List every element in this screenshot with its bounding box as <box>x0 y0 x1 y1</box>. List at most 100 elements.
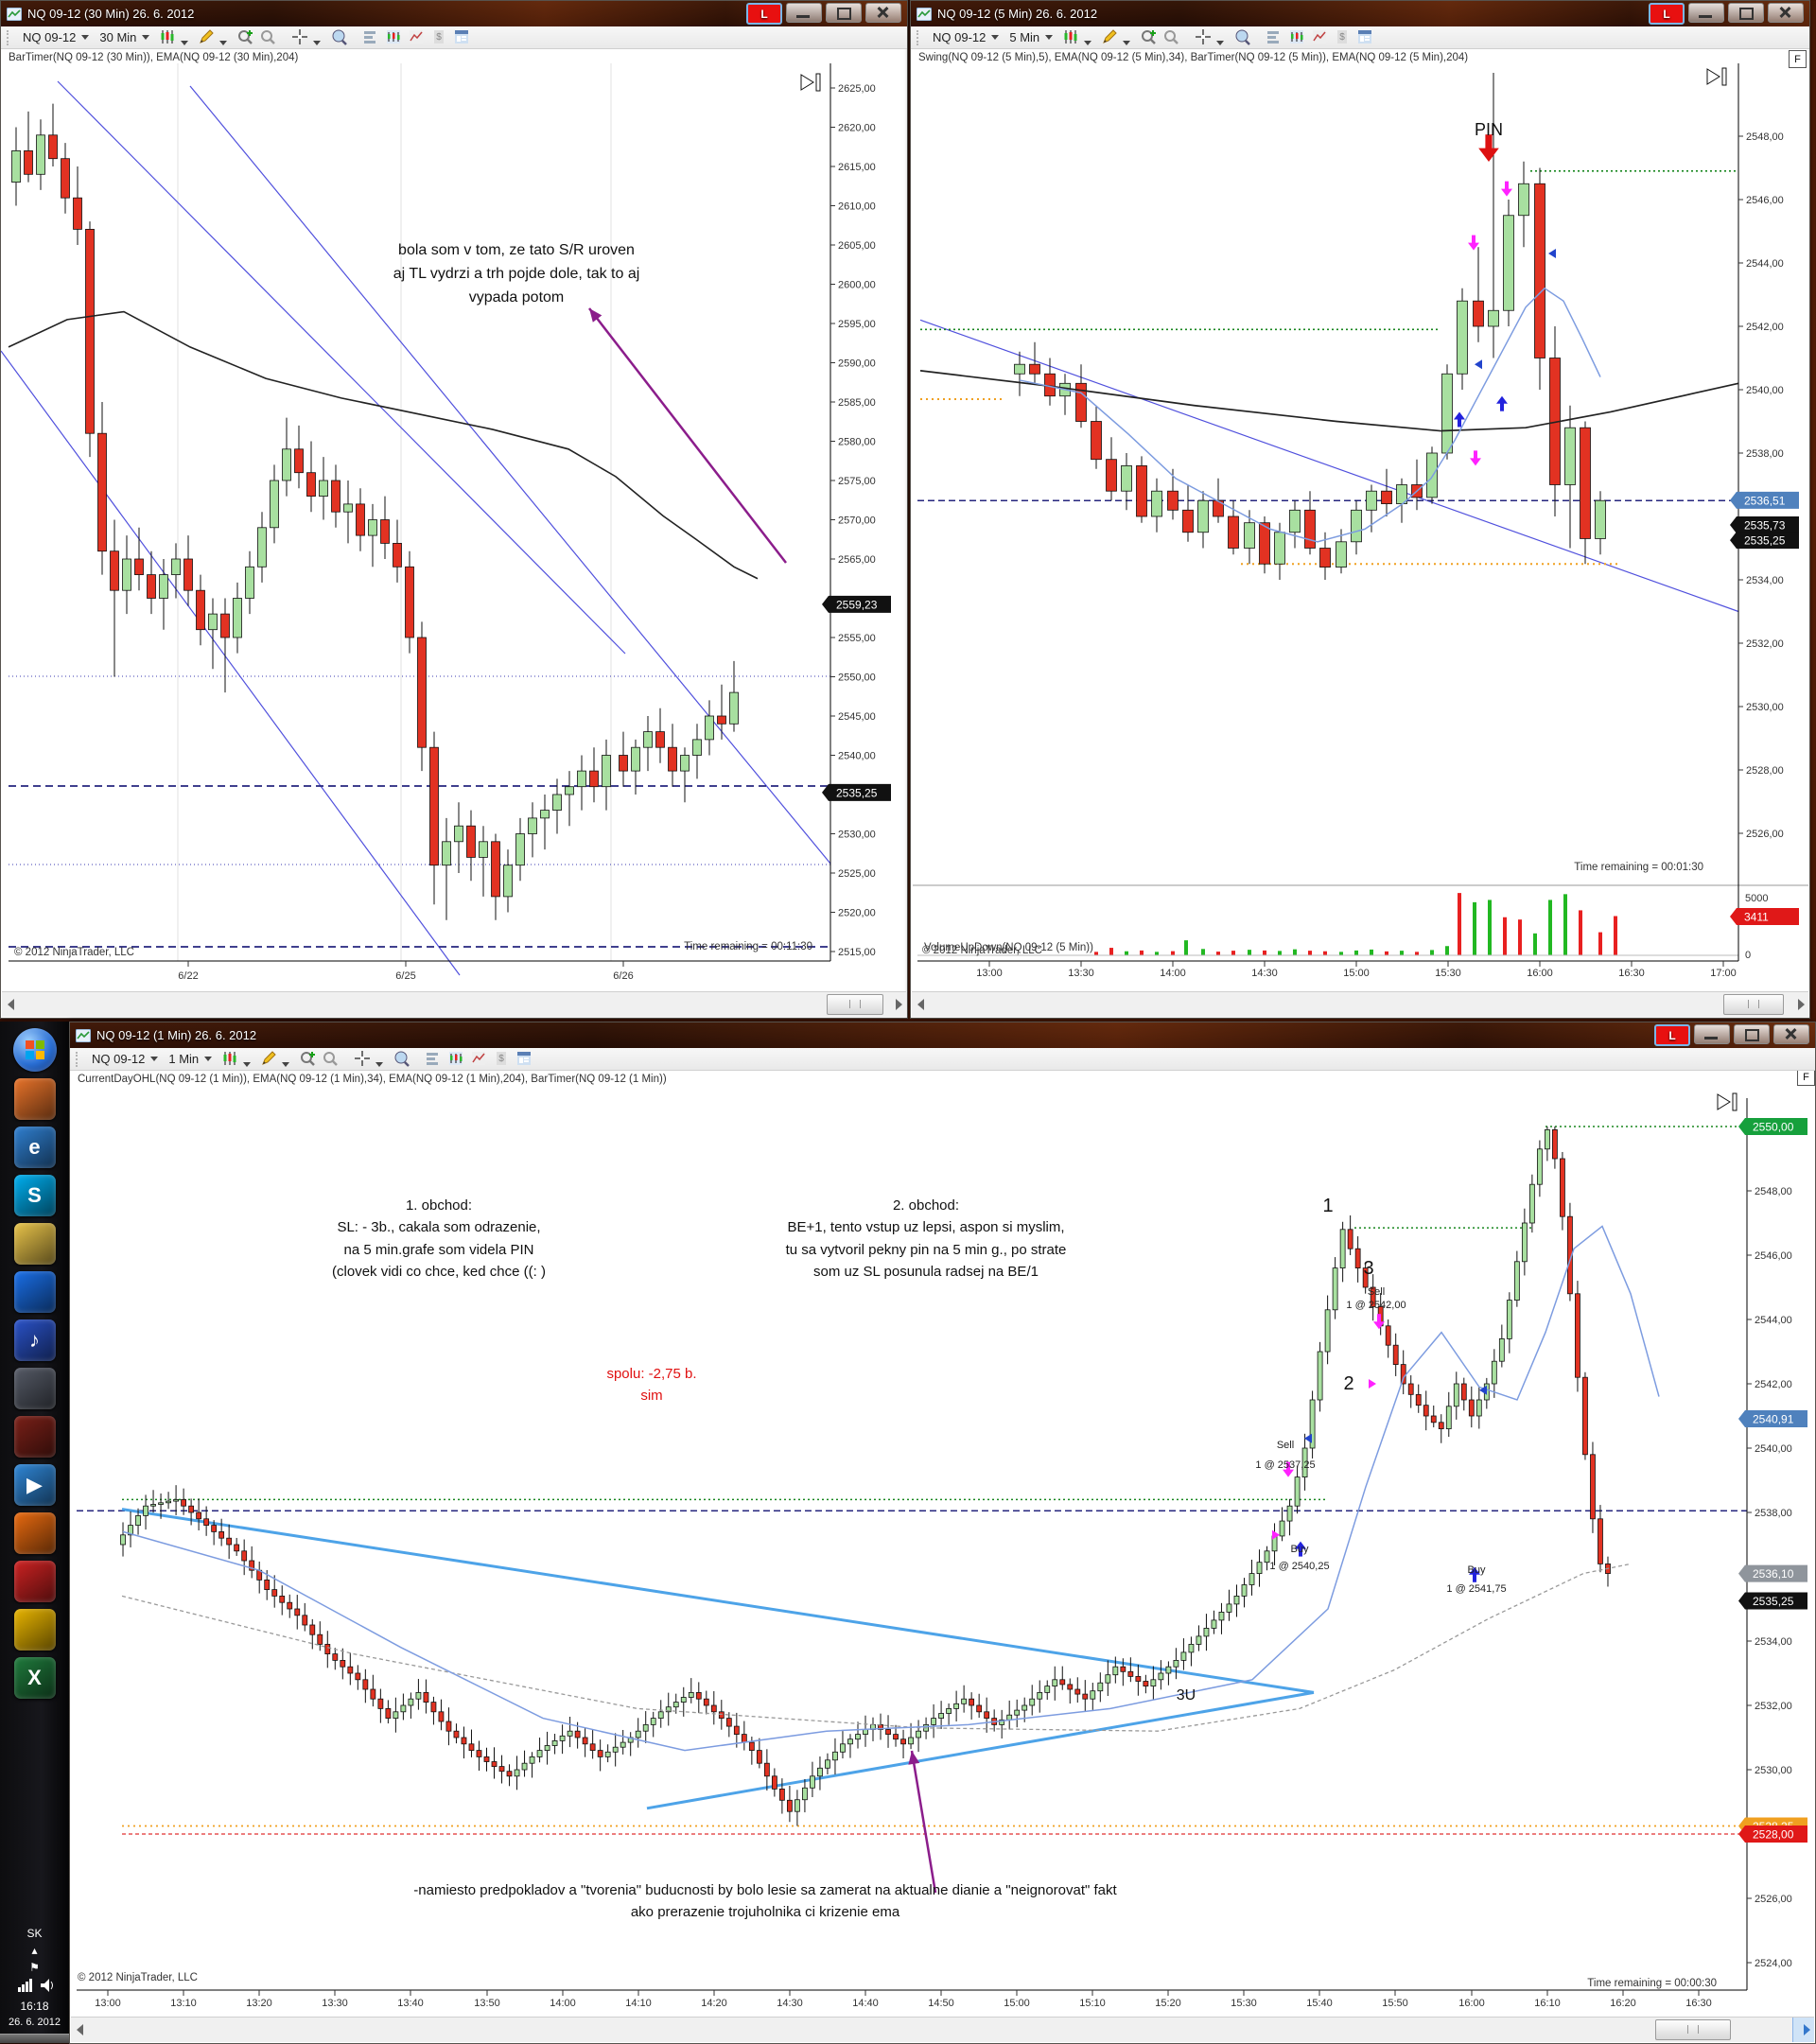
hidden-icons-chevron[interactable]: ▴ <box>31 1944 38 1957</box>
scroll-left-icon[interactable] <box>8 999 14 1010</box>
indicators-icon[interactable] <box>1287 27 1306 46</box>
chevron-down-icon[interactable] <box>243 1061 252 1067</box>
pencil-icon[interactable] <box>1100 27 1119 46</box>
maximize-button[interactable] <box>1728 3 1764 23</box>
chevron-down-icon[interactable] <box>219 40 228 45</box>
app-gray-icon[interactable] <box>13 1368 56 1409</box>
price-chart-5min[interactable]: 2548,00 2546,00 2544,00 2542,00 2540,00 2538,… <box>911 1 1809 1018</box>
search-icon[interactable] <box>1232 27 1251 46</box>
folder-explorer-icon[interactable] <box>13 1223 56 1265</box>
tray-date[interactable]: 26. 6. 2012 <box>8 2017 61 2028</box>
avg-icon[interactable] <box>13 1609 56 1651</box>
horizontal-scrollbar[interactable] <box>2 991 906 1017</box>
zoom-out-icon[interactable] <box>1161 27 1180 46</box>
firefox-icon[interactable] <box>13 1078 56 1120</box>
window-titlebar[interactable]: NQ 09-12 (5 Min) 26. 6. 2012 L <box>911 1 1809 26</box>
chevron-down-icon[interactable] <box>1084 40 1092 45</box>
chevron-down-icon[interactable] <box>375 1061 384 1067</box>
indicators-icon[interactable] <box>384 27 403 46</box>
toolbar-grip[interactable] <box>917 29 923 45</box>
instrument-selector[interactable]: NQ 09-12 <box>92 1052 146 1066</box>
app-red-icon[interactable] <box>13 1561 56 1602</box>
zoom-in-icon[interactable] <box>236 27 254 46</box>
scroll-right-icon[interactable] <box>896 999 902 1010</box>
scroll-left-icon[interactable] <box>917 999 924 1010</box>
crosshair-icon[interactable] <box>353 1049 372 1068</box>
chevron-down-icon[interactable] <box>142 35 150 40</box>
media-player-icon[interactable]: ▶ <box>13 1464 56 1506</box>
pencil-icon[interactable] <box>259 1049 278 1068</box>
log-button[interactable]: L <box>746 3 782 25</box>
show-desktop-button[interactable] <box>0 2034 69 2043</box>
chart-style-icon[interactable] <box>158 27 177 46</box>
minimize-button[interactable] <box>1694 1024 1730 1044</box>
skype-icon[interactable]: S <box>13 1175 56 1216</box>
interval-selector[interactable]: 30 Min <box>99 30 137 44</box>
scroll-right-icon[interactable] <box>1804 2024 1810 2035</box>
indicators-icon[interactable] <box>446 1049 465 1068</box>
minimize-button[interactable] <box>1688 3 1724 23</box>
chevron-down-icon[interactable] <box>991 35 1000 40</box>
chevron-down-icon[interactable] <box>150 1057 159 1061</box>
zoom-out-icon[interactable] <box>258 27 277 46</box>
tray-clock[interactable]: 16:18 <box>20 2000 49 2013</box>
chevron-down-icon[interactable] <box>1045 35 1054 40</box>
instrument-selector[interactable]: NQ 09-12 <box>933 30 987 44</box>
close-button[interactable] <box>865 3 901 23</box>
maximize-button[interactable] <box>826 3 862 23</box>
app-maroon-icon[interactable] <box>13 1416 56 1458</box>
close-button[interactable] <box>1773 1024 1809 1044</box>
chevron-down-icon[interactable] <box>1216 40 1225 45</box>
properties-icon[interactable] <box>452 27 471 46</box>
data-series-icon[interactable] <box>1265 27 1283 46</box>
dollar-icon[interactable]: $ <box>1333 27 1352 46</box>
pencil-icon[interactable] <box>197 27 216 46</box>
chart-style-icon[interactable] <box>220 1049 239 1068</box>
horizontal-scrollbar[interactable] <box>912 991 1808 1017</box>
zoom-in-icon[interactable] <box>1139 27 1158 46</box>
horizontal-scrollbar[interactable] <box>71 2017 1814 2042</box>
chevron-down-icon[interactable] <box>81 35 90 40</box>
chart-view-icon[interactable] <box>407 27 426 46</box>
app-orange-icon[interactable] <box>13 1512 56 1554</box>
data-series-icon[interactable] <box>424 1049 443 1068</box>
scroll-right-button[interactable] <box>1792 2018 1814 2042</box>
itunes-icon[interactable]: ♪ <box>13 1319 56 1361</box>
window-titlebar[interactable]: NQ 09-12 (30 Min) 26. 6. 2012 L <box>1 1 907 26</box>
scroll-left-icon[interactable] <box>77 2024 83 2035</box>
log-button[interactable]: L <box>1649 3 1685 25</box>
interval-selector[interactable]: 5 Min <box>1009 30 1040 44</box>
flag-action-center-icon[interactable]: ⚑ <box>29 1961 40 1974</box>
internet-explorer-icon[interactable]: e <box>13 1127 56 1168</box>
chevron-down-icon[interactable] <box>313 40 322 45</box>
scrollbar-thumb[interactable] <box>1723 994 1784 1015</box>
scroll-right-icon[interactable] <box>1798 999 1805 1010</box>
chart-view-icon[interactable] <box>1310 27 1329 46</box>
price-chart-1min[interactable]: 2548,00 2546,00 2544,00 2542,00 2540,00 2538,… <box>70 1022 1815 2043</box>
log-button[interactable]: L <box>1654 1024 1690 1046</box>
crosshair-icon[interactable] <box>290 27 309 46</box>
dollar-icon[interactable]: $ <box>429 27 448 46</box>
scrollbar-thumb[interactable] <box>1655 2019 1731 2040</box>
chart-style-icon[interactable] <box>1061 27 1080 46</box>
search-icon[interactable] <box>329 27 348 46</box>
zoom-in-icon[interactable] <box>298 1049 317 1068</box>
chevron-down-icon[interactable] <box>1123 40 1131 45</box>
dollar-icon[interactable]: $ <box>492 1049 511 1068</box>
interval-selector[interactable]: 1 Min <box>168 1052 200 1066</box>
close-button[interactable] <box>1768 3 1804 23</box>
scrollbar-thumb[interactable] <box>827 994 883 1015</box>
teamviewer-icon[interactable] <box>13 1271 56 1313</box>
network-volume-icons[interactable] <box>0 1978 69 1996</box>
crosshair-icon[interactable] <box>1194 27 1213 46</box>
properties-icon[interactable] <box>515 1049 533 1068</box>
maximize-button[interactable] <box>1734 1024 1770 1044</box>
instrument-selector[interactable]: NQ 09-12 <box>23 30 77 44</box>
excel-icon[interactable]: X <box>13 1657 56 1699</box>
price-chart-30min[interactable]: 2625,00 2620,00 2615,00 2610,00 2605,00 2600,… <box>1 1 907 1018</box>
properties-icon[interactable] <box>1355 27 1374 46</box>
window-titlebar[interactable]: NQ 09-12 (1 Min) 26. 6. 2012 L <box>70 1022 1815 1048</box>
focus-button[interactable]: F <box>1789 50 1807 68</box>
chevron-down-icon[interactable] <box>282 1061 290 1067</box>
toolbar-grip[interactable] <box>76 1051 82 1067</box>
